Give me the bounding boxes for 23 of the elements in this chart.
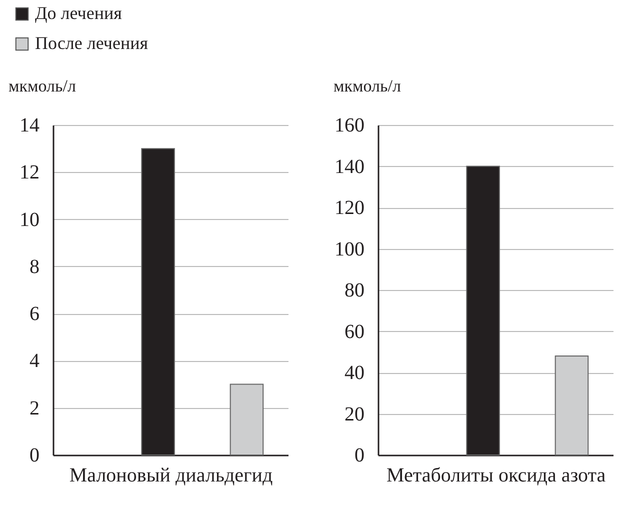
y-tick-label: 14 [20, 114, 40, 136]
legend-label: До лечения [35, 3, 122, 23]
y-tick-label: 12 [20, 162, 40, 184]
y-tick-label: 20 [344, 403, 364, 426]
y-tick-label: 80 [344, 280, 364, 302]
y-axis-title: мкмоль/л [334, 76, 402, 96]
y-tick-label: 160 [334, 114, 364, 136]
y-tick-label: 40 [344, 362, 364, 384]
x-axis-title: Малоновый диальдегид [69, 464, 273, 486]
x-axis-title: Метаболиты оксида азота [386, 464, 606, 486]
y-axis-title: мкмоль/л [8, 76, 77, 96]
y-tick-label: 8 [30, 256, 40, 278]
y-tick-label: 4 [30, 350, 40, 372]
y-tick-label: 2 [30, 397, 40, 420]
y-tick-label: 6 [30, 303, 40, 326]
y-tick-label: 140 [334, 156, 364, 178]
legend-label: После лечения [35, 33, 148, 53]
y-tick-label: 60 [344, 320, 364, 343]
y-tick-label: 120 [334, 197, 364, 219]
y-tick-label: 10 [20, 208, 40, 231]
y-tick-label: 0 [30, 444, 40, 466]
y-tick-label: 0 [354, 444, 364, 466]
y-tick-label: 100 [334, 238, 364, 260]
